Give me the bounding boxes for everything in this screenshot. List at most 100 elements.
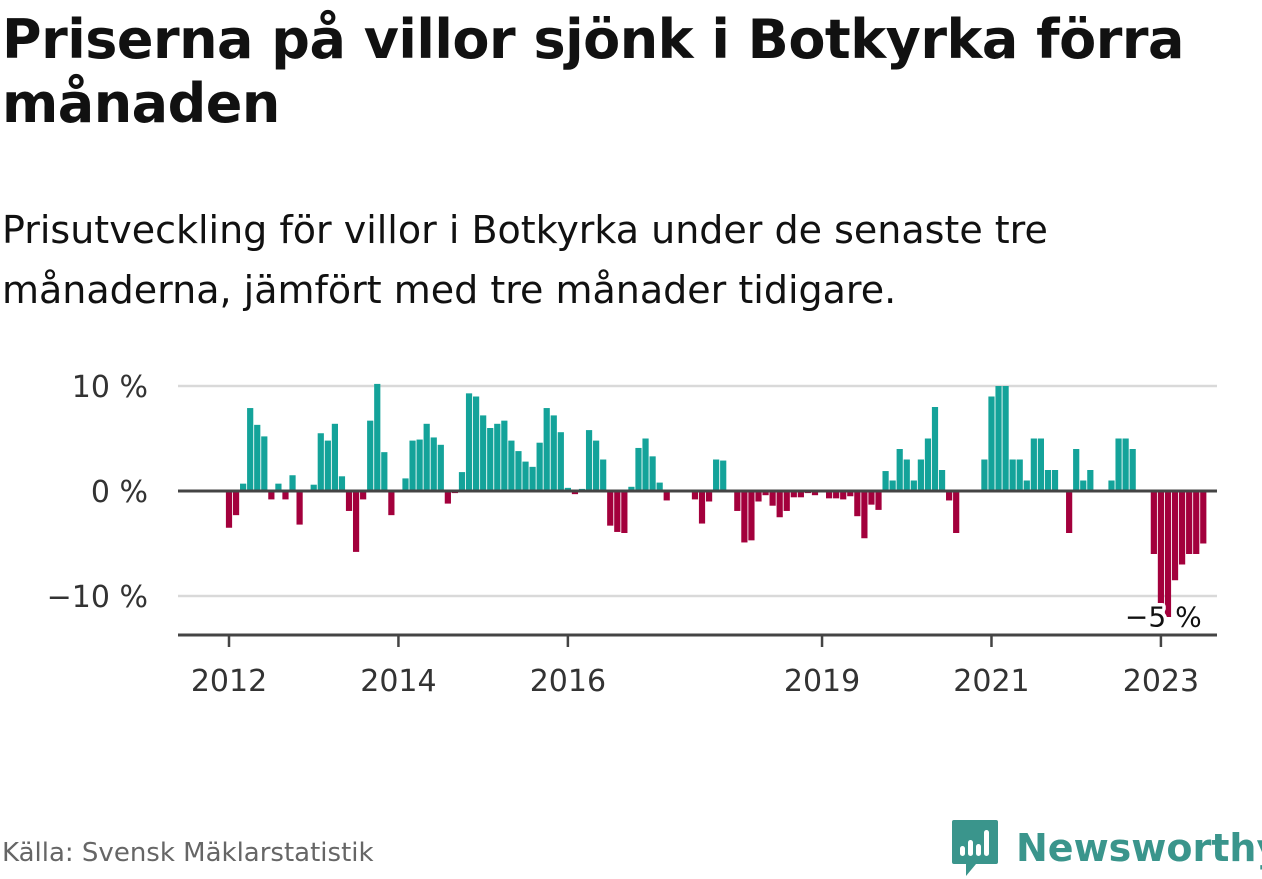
bar	[310, 484, 317, 491]
y-tick-label: −10 %	[47, 580, 148, 615]
annotations: −5 %−5 %	[1121, 597, 1205, 637]
bar	[1179, 491, 1186, 565]
bar	[755, 491, 762, 502]
bar	[1009, 459, 1016, 491]
bar	[826, 491, 833, 499]
bar	[487, 428, 494, 491]
bar	[423, 423, 430, 491]
bar	[458, 472, 466, 491]
bar	[741, 491, 748, 543]
x-tick-label: 2012	[191, 664, 267, 699]
bar	[225, 491, 233, 528]
bar	[734, 491, 741, 511]
bar	[543, 408, 550, 491]
bar	[783, 491, 790, 511]
bar	[910, 480, 917, 491]
bar	[833, 491, 840, 499]
bar	[593, 440, 600, 491]
bar	[1108, 480, 1115, 491]
bar	[1164, 491, 1172, 617]
bar	[240, 483, 247, 491]
bar	[995, 386, 1002, 491]
bar	[868, 491, 875, 505]
brand-logo[interactable]: Newsworthy	[950, 818, 1262, 878]
bar	[529, 466, 536, 491]
bar	[430, 437, 437, 491]
x-tick-label: 2016	[530, 664, 606, 699]
bar	[444, 491, 451, 504]
bar	[345, 491, 353, 511]
x-tick-label: 2023	[1123, 664, 1199, 699]
bar	[861, 491, 868, 539]
bar	[465, 393, 473, 491]
bar	[1193, 491, 1200, 554]
chart-subtitle: Prisutveckling för villor i Botkyrka und…	[2, 208, 1048, 312]
bar	[296, 491, 303, 525]
bar	[1066, 491, 1073, 533]
bar	[374, 383, 381, 491]
bar-chart-speech-bubble-logo-icon	[952, 820, 998, 876]
bar	[501, 420, 508, 491]
bar	[776, 491, 783, 518]
bar	[360, 491, 367, 500]
bar	[522, 461, 529, 491]
bar	[748, 491, 755, 541]
bar	[416, 439, 423, 491]
bar	[642, 438, 649, 491]
bar	[515, 451, 522, 491]
last-value-annotation: −5 %	[1125, 601, 1202, 634]
bar	[557, 432, 564, 491]
bar	[1016, 459, 1023, 491]
bar-chart: 10 % 0 % −10 % 2012 2014 2016 2019 2021 2023 −5…	[47, 370, 1217, 699]
y-axis-labels: 10 % 0 % −10 %	[47, 370, 148, 615]
bar	[882, 471, 889, 491]
bar	[811, 491, 819, 496]
bar	[924, 438, 932, 491]
bar	[494, 423, 501, 491]
bar	[875, 491, 882, 510]
bar	[437, 444, 444, 491]
bar	[536, 442, 543, 491]
bar	[938, 470, 946, 491]
bar	[847, 491, 854, 497]
bar	[1115, 438, 1122, 491]
bar	[352, 491, 360, 552]
bar	[797, 491, 804, 498]
bar	[254, 424, 261, 491]
bar	[917, 459, 924, 491]
bar	[656, 482, 663, 491]
bar	[698, 491, 706, 524]
bar	[600, 459, 607, 491]
gridlines	[178, 384, 1217, 598]
bar	[1002, 386, 1009, 491]
bar	[402, 478, 409, 491]
bar	[1186, 491, 1193, 554]
bar	[571, 491, 579, 495]
bar	[607, 491, 614, 526]
bar	[473, 396, 480, 491]
bar	[564, 487, 571, 491]
bar	[232, 491, 240, 516]
bar	[628, 486, 635, 491]
y-tick-label: 0 %	[91, 475, 148, 510]
bar	[1171, 491, 1179, 581]
chart-title: Priserna på villor sjönk i Botkyrka förr…	[2, 8, 1184, 135]
bar	[508, 440, 515, 491]
x-tick-label: 2014	[360, 664, 436, 699]
x-tick-label: 2021	[953, 664, 1029, 699]
y-tick-label: 10 %	[72, 370, 148, 405]
bar	[720, 460, 727, 491]
bar	[713, 459, 720, 491]
bar	[705, 491, 713, 502]
bar	[1150, 491, 1157, 554]
bar	[621, 491, 628, 533]
bar	[854, 491, 861, 517]
bar	[635, 447, 642, 491]
bar	[1129, 449, 1136, 491]
annotation-halo: −5 %	[1125, 601, 1202, 634]
bar	[614, 491, 621, 532]
bar	[1051, 470, 1059, 491]
bar	[769, 491, 776, 506]
bar	[790, 491, 797, 498]
bar	[1200, 491, 1207, 544]
